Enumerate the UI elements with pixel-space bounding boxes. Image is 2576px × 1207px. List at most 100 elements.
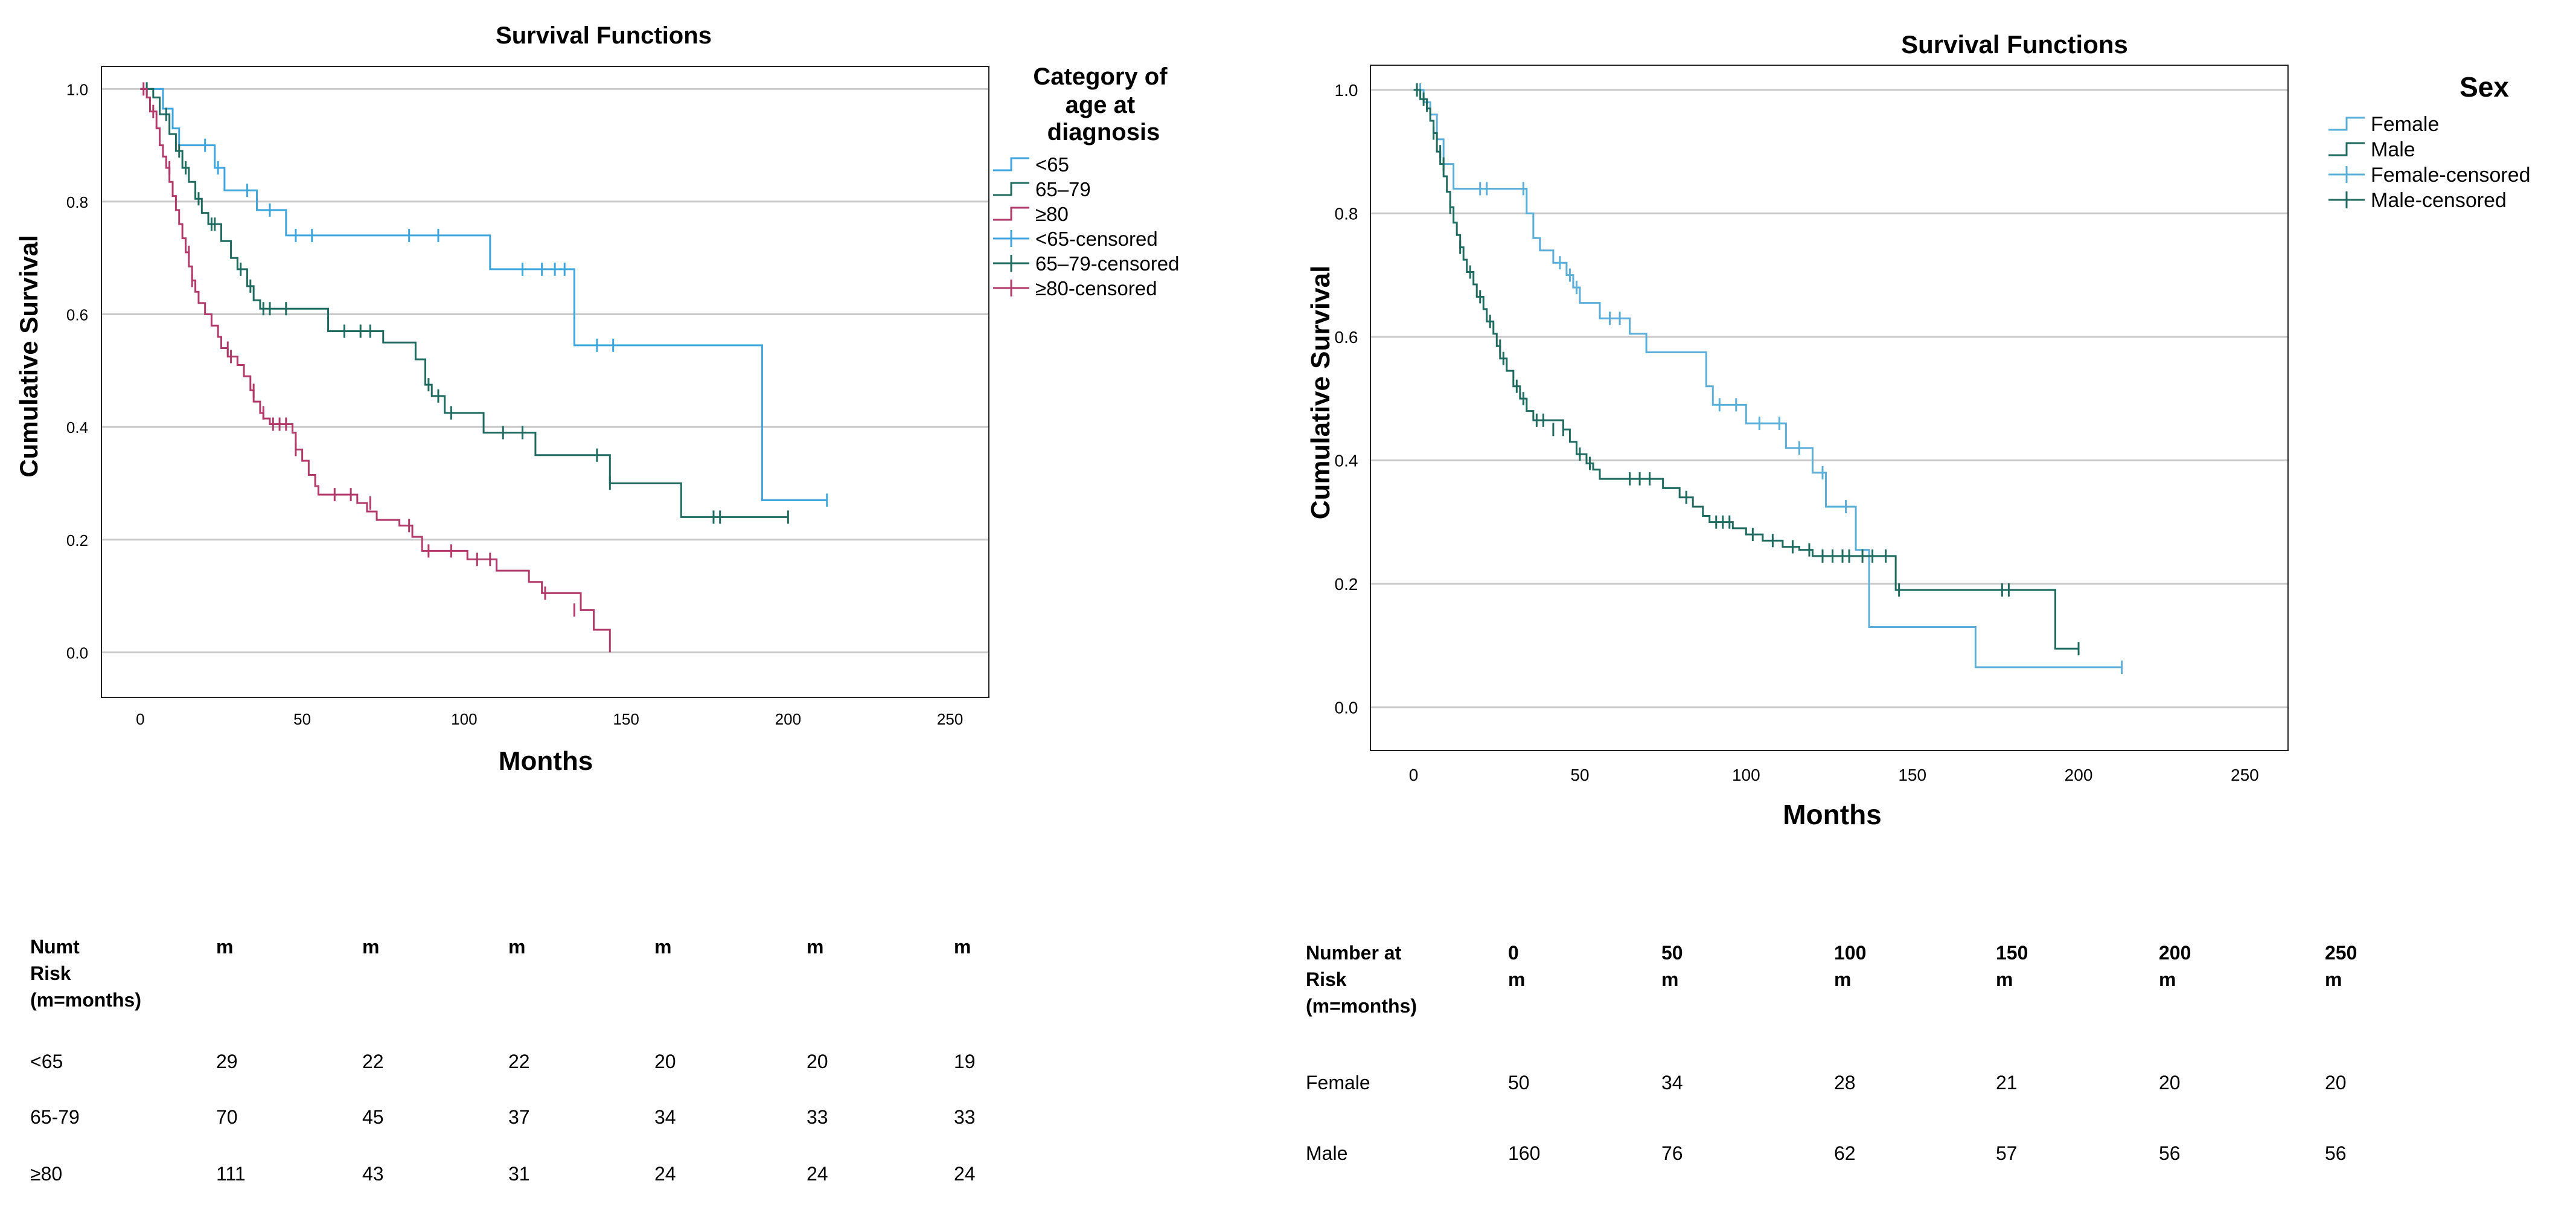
series-line-1 bbox=[1413, 89, 2079, 650]
table-header-cell: 0 bbox=[1508, 942, 1519, 964]
table-cell: 24 bbox=[807, 1163, 828, 1185]
table-row-label: Male bbox=[1306, 1142, 1348, 1164]
table-header-cell: 100 bbox=[1834, 942, 1867, 964]
x-tick-label: 100 bbox=[1732, 766, 1760, 784]
y-axis-label: Cumulative Survival bbox=[1306, 266, 1335, 520]
table-cell: 20 bbox=[2159, 1072, 2181, 1093]
table-cell: 21 bbox=[1996, 1072, 2018, 1093]
axis-ticks: 0.0 0.2 0.4 0.6 0.8 1.0 0 50 100 150 200 250 bbox=[66, 80, 963, 728]
y-tick-label: 0.4 bbox=[1335, 451, 1358, 470]
x-tick-label: 0 bbox=[136, 710, 144, 728]
table-cell: 24 bbox=[954, 1163, 976, 1185]
table-cell: 29 bbox=[216, 1051, 238, 1072]
table-header-label: Risk bbox=[1306, 968, 1347, 990]
table-cell: 50 bbox=[1508, 1072, 1530, 1093]
table-header-cell: 150 bbox=[1996, 942, 2028, 964]
legend-entry: 65–79 bbox=[993, 178, 1091, 200]
table-header-cell: m bbox=[954, 936, 971, 958]
table-header-cell: m bbox=[1834, 968, 1852, 990]
x-tick-label: 50 bbox=[293, 710, 311, 728]
table-cell: 43 bbox=[362, 1163, 384, 1185]
legend-swatch bbox=[993, 182, 1029, 196]
legend-entry: ≥80-censored bbox=[993, 277, 1157, 299]
y-tick-label: 1.0 bbox=[1335, 81, 1358, 100]
legend-label: Male bbox=[2371, 138, 2415, 161]
legend-label: ≥80 bbox=[1035, 203, 1069, 225]
table-cell: 34 bbox=[1661, 1072, 1683, 1093]
legend-entry: 65–79-censored bbox=[993, 252, 1180, 275]
table-cell: 37 bbox=[508, 1106, 530, 1128]
x-tick-label: 200 bbox=[775, 710, 801, 728]
chart-title: Survival Functions bbox=[496, 22, 712, 49]
table-cell: 20 bbox=[2325, 1072, 2347, 1093]
table-cell: 33 bbox=[954, 1106, 976, 1128]
table-header-cell: m bbox=[216, 936, 234, 958]
legend-entry: <65-censored bbox=[993, 228, 1158, 250]
y-tick-label: 1.0 bbox=[66, 80, 88, 98]
table-header-cell: m bbox=[1661, 968, 1679, 990]
legend-label: Female bbox=[2371, 113, 2439, 136]
table-header-cell: 200 bbox=[2159, 942, 2191, 964]
y-tick-label: 0.4 bbox=[66, 418, 88, 437]
x-tick-label: 0 bbox=[1409, 766, 1419, 784]
table-row-label: <65 bbox=[30, 1051, 63, 1072]
legend-label: Female-censored bbox=[2371, 164, 2531, 187]
age-survival-chart: Survival Functions 0.0 0.2 0.4 0.6 0.8 1.0 0 50… bbox=[14, 22, 1180, 776]
table-cell: 28 bbox=[1834, 1072, 1856, 1093]
y-axis-label: Cumulative Survival bbox=[14, 235, 43, 477]
legend-title-line-1: Category of bbox=[1033, 63, 1168, 90]
table-cell: 22 bbox=[362, 1051, 384, 1072]
y-tick-label: 0.6 bbox=[1335, 328, 1358, 347]
table-header-cell: m bbox=[654, 936, 672, 958]
y-tick-label: 0.2 bbox=[66, 531, 88, 549]
table-header-label: Risk bbox=[30, 962, 71, 984]
table-cell: 111 bbox=[216, 1163, 246, 1185]
series-layer bbox=[140, 82, 828, 653]
table-header-cell: m bbox=[807, 936, 824, 958]
x-axis-label: Months bbox=[499, 746, 593, 776]
table-header-cell: 250 bbox=[2325, 942, 2357, 964]
axis-ticks: 0.0 0.2 0.4 0.6 0.8 1.0 0 50 100 150 200 250 bbox=[1335, 81, 2259, 784]
legend-title-line-2: age at bbox=[1066, 92, 1136, 118]
table-cell: 56 bbox=[2325, 1142, 2347, 1164]
table-cell: 19 bbox=[954, 1051, 976, 1072]
left-risk-table: Numt Risk (m=months) m m m m m m <65 29 22 22 20 20 19 6… bbox=[0, 0, 1286, 1207]
table-cell: 33 bbox=[807, 1106, 828, 1128]
legend-swatch bbox=[993, 207, 1029, 221]
table-cell: 45 bbox=[362, 1106, 384, 1128]
table-cell: 57 bbox=[1996, 1142, 2018, 1164]
table-cell: 160 bbox=[1508, 1142, 1541, 1164]
x-tick-label: 250 bbox=[2231, 766, 2259, 784]
legend-title: Sex bbox=[2459, 71, 2509, 103]
table-header-cell: m bbox=[508, 936, 526, 958]
legend-label: <65 bbox=[1035, 153, 1069, 176]
y-tick-label: 0.0 bbox=[66, 644, 88, 662]
x-tick-label: 150 bbox=[613, 710, 639, 728]
x-tick-label: 50 bbox=[1570, 766, 1589, 784]
plot-grid bbox=[101, 88, 989, 653]
table-header-cell: m bbox=[2325, 968, 2342, 990]
series-line-0 bbox=[1413, 89, 2122, 668]
legend-swatch bbox=[993, 157, 1029, 171]
x-tick-label: 150 bbox=[1898, 766, 1926, 784]
x-tick-label: 250 bbox=[937, 710, 963, 728]
x-axis-label: Months bbox=[1783, 799, 1882, 830]
table-header-cell: m bbox=[362, 936, 380, 958]
table-header-cell: m bbox=[2159, 968, 2176, 990]
series-line-0 bbox=[140, 88, 827, 501]
table-cell: 70 bbox=[216, 1106, 238, 1128]
y-tick-label: 0.6 bbox=[66, 306, 88, 324]
table-cell: 76 bbox=[1661, 1142, 1683, 1164]
legend-entry: Female bbox=[2328, 113, 2439, 136]
legend-label: <65-censored bbox=[1035, 228, 1158, 250]
table-cell: 24 bbox=[654, 1163, 676, 1185]
table-header-cell: m bbox=[1996, 968, 2013, 990]
legend-entry: Female-censored bbox=[2328, 164, 2531, 187]
plot-frame bbox=[1370, 65, 2289, 751]
table-header-cell: m bbox=[1508, 968, 1526, 990]
table-cell: 31 bbox=[508, 1163, 530, 1185]
legend-title-line-3: diagnosis bbox=[1047, 119, 1160, 146]
y-tick-label: 0.0 bbox=[1335, 698, 1358, 717]
table-cell: 62 bbox=[1834, 1142, 1856, 1164]
